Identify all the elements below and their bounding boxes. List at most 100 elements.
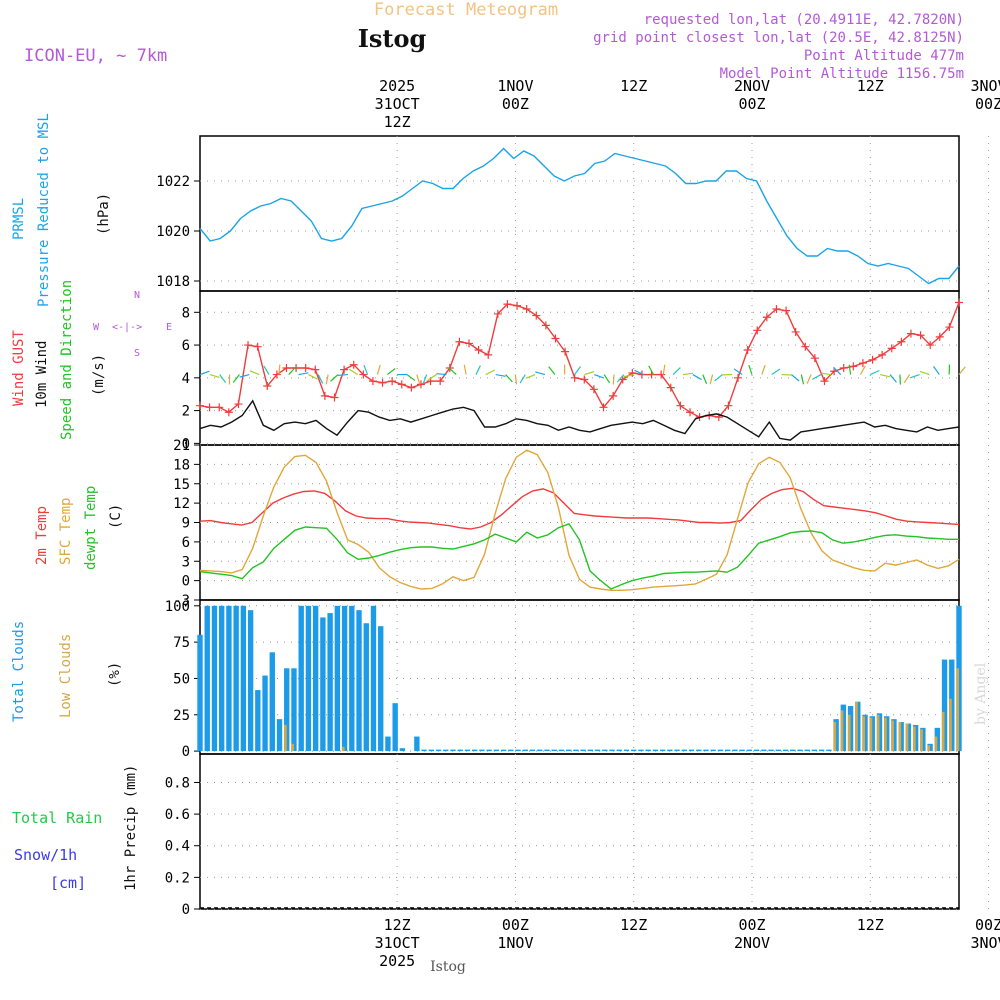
- total-cloud-bar: [551, 749, 557, 752]
- prmsl-label: PRMSL: [11, 198, 27, 240]
- total-cloud-bar: [320, 617, 326, 752]
- wind-arrow: [714, 374, 723, 382]
- y-tick-label: 0: [182, 436, 190, 452]
- wind-arrow: [348, 368, 359, 376]
- gust-marker: [762, 313, 771, 322]
- gust-marker: [810, 354, 819, 363]
- wind-arrow: [288, 366, 296, 375]
- precip-ylabel: 1hr Precip (mm): [123, 765, 139, 891]
- low-cloud-bar: [949, 698, 952, 752]
- clouds-panel: 0 25 50 75 100: [165, 599, 990, 760]
- gust-marker: [743, 345, 752, 354]
- total-cloud-bar: [623, 749, 630, 752]
- total-rain-label: Total Rain: [12, 809, 102, 827]
- compass-arrows: <-|->: [112, 322, 142, 333]
- total-cloud-bar: [797, 749, 803, 752]
- wind-arrow: [249, 370, 260, 376]
- y-tick-label: 3: [182, 554, 190, 570]
- total-cloud-bar: [616, 749, 622, 752]
- gust-marker: [368, 377, 377, 386]
- low-cloud-bar: [941, 711, 945, 752]
- gust-marker: [561, 347, 570, 356]
- gust-marker: [897, 337, 906, 346]
- total-cloud-bar: [537, 749, 543, 752]
- total-cloud-bar: [479, 749, 485, 752]
- time-tick-label: 12Z: [857, 916, 884, 934]
- gust-marker: [801, 342, 810, 351]
- clouds-ylabels: Total Clouds Low Clouds (%): [11, 621, 123, 722]
- total-cloud-bar: [363, 623, 369, 752]
- total-cloud-bar: [334, 605, 341, 752]
- wind-arrow: [519, 374, 526, 384]
- gust-marker: [935, 332, 944, 341]
- total-cloud-bar: [638, 749, 644, 752]
- compass-s: S: [134, 348, 140, 359]
- gust-marker: [272, 370, 281, 379]
- y-tick-label: 15: [173, 477, 190, 493]
- gust-marker: [772, 305, 781, 314]
- low-cloud-bar: [833, 722, 837, 752]
- total-cloud-bar: [710, 749, 716, 752]
- wind-arrow: [682, 372, 693, 376]
- y-tick-label: 1020: [156, 224, 190, 240]
- gust-marker: [359, 370, 368, 379]
- y-tick-label: 9: [182, 516, 190, 532]
- low-cloud-bar: [869, 717, 873, 752]
- gust-marker: [820, 377, 829, 386]
- total-cloud-bar: [934, 727, 940, 752]
- time-tick-label: 2025: [379, 77, 415, 95]
- gust-marker: [570, 373, 579, 382]
- total-cloud-bar: [508, 749, 514, 752]
- total-cloud-bar: [464, 749, 471, 752]
- gust-marker: [753, 326, 762, 335]
- total-cloud-bar: [522, 749, 528, 752]
- temp2m-label: 2m Temp: [34, 506, 50, 565]
- gust-marker: [436, 377, 445, 386]
- gust-marker: [906, 329, 915, 338]
- low-cloud-bar: [934, 736, 938, 752]
- y-tick-label: 18: [173, 457, 190, 473]
- y-tick-label: -3: [173, 593, 190, 609]
- total-cloud-bar: [905, 723, 912, 752]
- wind-arrow: [648, 365, 654, 375]
- location-title: Istog: [358, 24, 427, 53]
- total-cloud-bar: [515, 749, 521, 752]
- wind-arrow: [363, 365, 369, 375]
- time-tick-label: 12Z: [384, 916, 411, 934]
- compass-w: W: [93, 322, 100, 333]
- gust-marker: [340, 365, 349, 374]
- wind-arrow: [298, 372, 309, 376]
- wind-gust-line: [199, 302, 960, 418]
- pressure-ylabels: PRMSL Pressure Reduced to MSL (hPa): [11, 113, 112, 307]
- wind-arrow: [263, 365, 270, 375]
- total-cloud-bar: [725, 749, 731, 752]
- time-tick-label: 00Z: [502, 95, 529, 113]
- total-cloud-bar: [211, 605, 218, 752]
- time-tick-label: 12Z: [620, 916, 647, 934]
- gust-marker: [945, 323, 954, 332]
- wind-arrow: [692, 374, 702, 381]
- footer-location: Istog: [430, 959, 466, 975]
- gust-marker: [244, 341, 253, 350]
- gust-marker: [196, 401, 204, 410]
- wind-arrow: [634, 369, 644, 376]
- wind10m-label: 10m Wind: [34, 341, 50, 408]
- temperature-panel: -3 0 3 6 9 12 15 18 21: [173, 438, 990, 609]
- low-cloud-bar: [840, 710, 844, 752]
- time-tick-label: 1NOV: [497, 77, 533, 95]
- wind-arrow: [820, 372, 831, 376]
- wind-arrow: [416, 374, 421, 385]
- clouds-unit: (%): [107, 662, 123, 687]
- precip-labels: Total Rain Snow/1h [cm] 1hr Precip (mm): [12, 765, 139, 892]
- gust-marker: [320, 391, 329, 400]
- wind-arrow: [748, 364, 753, 375]
- gust-marker: [474, 345, 483, 354]
- gust-marker: [955, 298, 963, 307]
- y-tick-label: 0: [182, 902, 190, 918]
- total-cloud-bar: [667, 749, 673, 752]
- total-cloud-bar: [356, 610, 362, 752]
- low-cloud-bar: [862, 716, 866, 752]
- wind-arrow: [859, 365, 866, 375]
- wind-arrow: [574, 366, 581, 375]
- time-tick-label: 00Z: [975, 916, 1000, 934]
